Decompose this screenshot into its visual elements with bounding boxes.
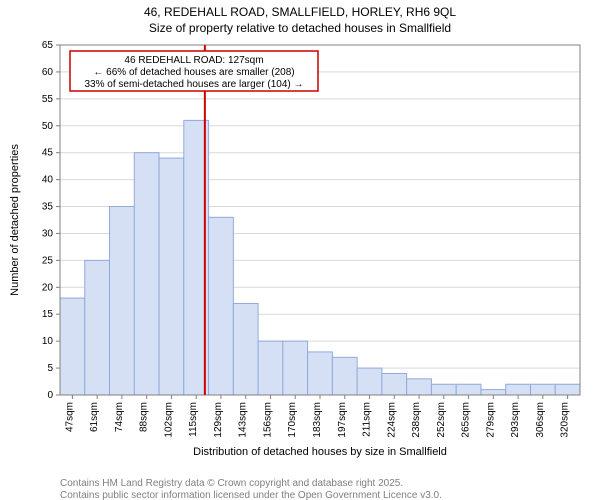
ytick-label: 5 — [47, 363, 53, 374]
xtick-label: 183sqm — [312, 402, 323, 438]
histogram-bar — [85, 260, 110, 395]
histogram-bar — [283, 341, 308, 395]
ytick-label: 50 — [42, 121, 54, 132]
ytick-label: 65 — [42, 40, 54, 51]
chart-container: 46, REDEHALL ROAD, SMALLFIELD, HORLEY, R… — [0, 0, 600, 500]
chart-title-line2: Size of property relative to detached ho… — [149, 21, 451, 35]
histogram-bar — [555, 384, 580, 395]
ytick-label: 25 — [42, 255, 54, 266]
xtick-label: 143sqm — [238, 402, 249, 438]
histogram-bar — [506, 384, 531, 395]
ytick-label: 45 — [42, 148, 54, 159]
histogram-bar — [258, 341, 283, 395]
xtick-label: 211sqm — [362, 402, 373, 437]
xtick-label: 224sqm — [386, 402, 397, 438]
xtick-label: 115sqm — [188, 402, 199, 437]
histogram-bar — [134, 153, 159, 395]
histogram-bar — [530, 384, 555, 395]
histogram-chart: 46, REDEHALL ROAD, SMALLFIELD, HORLEY, R… — [0, 0, 600, 500]
ytick-label: 55 — [42, 94, 54, 105]
ytick-label: 30 — [42, 228, 54, 239]
xtick-label: 102sqm — [163, 402, 174, 438]
xaxis-label: Distribution of detached houses by size … — [193, 446, 447, 458]
histogram-bar — [357, 368, 382, 395]
ytick-label: 35 — [42, 202, 54, 213]
xtick-label: 265sqm — [461, 402, 472, 438]
ytick-label: 20 — [42, 282, 54, 293]
annotation-line1: 46 REDEHALL ROAD: 127sqm — [124, 55, 263, 66]
histogram-bar — [431, 384, 456, 395]
histogram-bar — [456, 384, 481, 395]
histogram-bar — [382, 373, 407, 395]
xtick-label: 293sqm — [510, 402, 521, 438]
xtick-label: 156sqm — [262, 402, 273, 438]
footer-line2: Contains public sector information licen… — [60, 490, 442, 500]
histogram-bar — [233, 303, 258, 395]
histogram-bar — [308, 352, 333, 395]
histogram-bar — [209, 217, 234, 395]
histogram-bar — [481, 390, 506, 395]
ytick-label: 10 — [42, 336, 54, 347]
chart-title-line1: 46, REDEHALL ROAD, SMALLFIELD, HORLEY, R… — [144, 5, 456, 19]
histogram-bar — [60, 298, 85, 395]
xtick-label: 129sqm — [213, 402, 224, 438]
ytick-label: 60 — [42, 67, 54, 78]
histogram-bar — [110, 207, 135, 395]
histogram-bar — [159, 158, 184, 395]
xtick-label: 88sqm — [139, 402, 150, 432]
ytick-label: 15 — [42, 309, 54, 320]
xtick-label: 252sqm — [436, 402, 447, 438]
xtick-label: 61sqm — [89, 402, 100, 432]
footer-line1: Contains HM Land Registry data © Crown c… — [60, 478, 403, 489]
xtick-label: 320sqm — [560, 402, 571, 438]
xtick-label: 238sqm — [411, 402, 422, 438]
xtick-label: 197sqm — [337, 402, 348, 438]
xtick-label: 306sqm — [535, 402, 546, 438]
histogram-bar — [332, 357, 357, 395]
ytick-label: 0 — [47, 390, 53, 401]
xtick-label: 279sqm — [485, 402, 496, 438]
ytick-label: 40 — [42, 175, 54, 186]
yaxis-label: Number of detached properties — [9, 144, 21, 296]
annotation-line2: ← 66% of detached houses are smaller (20… — [93, 67, 294, 78]
xtick-label: 170sqm — [287, 402, 298, 438]
annotation-line3: 33% of semi-detached houses are larger (… — [84, 79, 303, 90]
xtick-label: 74sqm — [114, 402, 125, 432]
histogram-bar — [407, 379, 432, 395]
xtick-label: 47sqm — [64, 402, 75, 432]
